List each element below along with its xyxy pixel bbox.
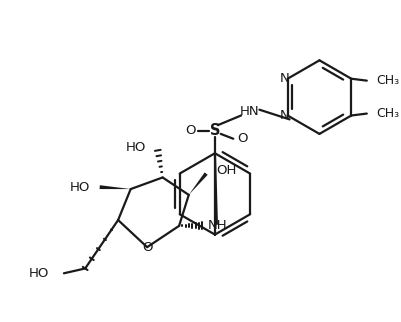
Text: HN: HN xyxy=(240,105,259,118)
Text: N: N xyxy=(280,109,290,122)
Text: S: S xyxy=(210,124,220,138)
Text: CH₃: CH₃ xyxy=(377,74,400,87)
Text: CH₃: CH₃ xyxy=(377,107,400,120)
Text: HO: HO xyxy=(29,267,49,280)
Text: HO: HO xyxy=(70,181,90,194)
Polygon shape xyxy=(189,172,208,195)
Text: NH: NH xyxy=(208,219,228,232)
Polygon shape xyxy=(99,185,131,189)
Text: O: O xyxy=(237,132,247,145)
Text: O: O xyxy=(142,241,152,254)
Text: HO: HO xyxy=(126,141,146,154)
Text: O: O xyxy=(185,125,196,137)
Text: N: N xyxy=(280,72,290,85)
Text: OH: OH xyxy=(216,164,236,177)
